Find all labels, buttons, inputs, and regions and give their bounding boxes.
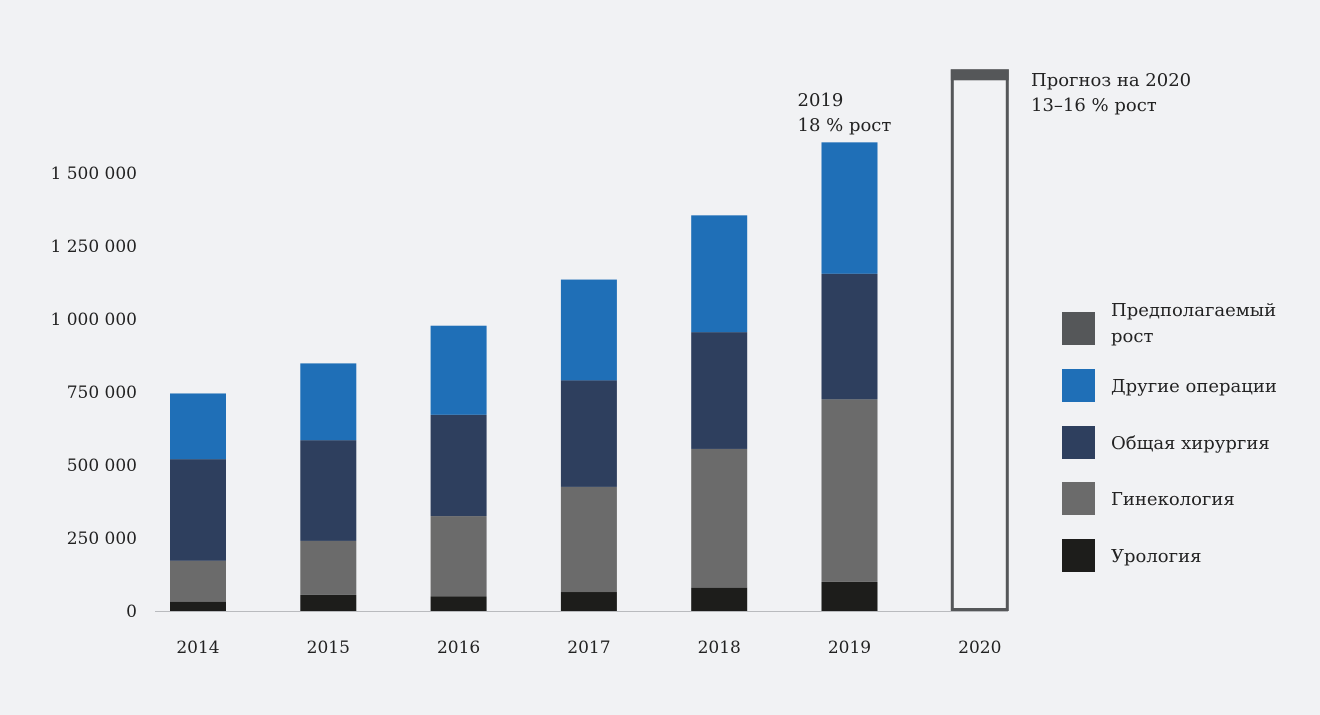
x-tick-label: 2015 bbox=[307, 638, 350, 658]
legend-label: Урология bbox=[1111, 546, 1201, 567]
x-tick-label: 2016 bbox=[437, 638, 480, 658]
legend-swatch bbox=[1062, 426, 1095, 459]
bar-segment bbox=[170, 560, 226, 602]
forecast-growth-label: 13–16 % рост bbox=[1031, 95, 1157, 116]
bar-segment bbox=[430, 414, 487, 517]
bar-segment bbox=[430, 596, 487, 611]
legend-label: рост bbox=[1111, 326, 1153, 347]
y-tick-label: 250 000 bbox=[67, 529, 137, 549]
bar-segment bbox=[560, 486, 617, 593]
bar-segment bbox=[170, 393, 226, 460]
bar-segment bbox=[560, 279, 617, 381]
y-tick-label: 1 000 000 bbox=[50, 310, 137, 330]
y-tick-label: 500 000 bbox=[67, 456, 137, 476]
y-tick-label: 1 250 000 bbox=[50, 237, 137, 257]
legend: Предполагаемый рост Другие операции Общая х… bbox=[1062, 300, 1277, 572]
annotation-2019-year: 2019 bbox=[798, 90, 844, 111]
legend-label: Предполагаемый bbox=[1111, 300, 1276, 321]
legend-label: Гинекология bbox=[1111, 489, 1235, 510]
legend-swatch bbox=[1062, 312, 1095, 345]
annotation-2019-growth: 18 % рост bbox=[798, 115, 892, 136]
y-tick-label: 1 500 000 bbox=[50, 164, 137, 184]
forecast-label: Прогноз на 2020 bbox=[1031, 70, 1191, 91]
legend-swatch bbox=[1062, 482, 1095, 515]
legend-item: Другие операции bbox=[1062, 369, 1277, 402]
bar-segment bbox=[691, 587, 748, 611]
legend-item: Урология bbox=[1062, 539, 1201, 572]
bar-segment bbox=[560, 380, 617, 487]
bar-segment bbox=[691, 332, 748, 449]
x-tick-label: 2019 bbox=[828, 638, 871, 658]
x-tick-label: 2020 bbox=[958, 638, 1001, 658]
legend-item: Общая хирургия bbox=[1062, 426, 1270, 459]
legend-label: Другие операции bbox=[1111, 376, 1277, 397]
bar-segment bbox=[300, 540, 357, 595]
bar-segment bbox=[821, 581, 878, 611]
x-axis: 2014 2015 2016 2017 2018 2019 2020 bbox=[155, 611, 1008, 658]
forecast-bar-outline bbox=[950, 69, 1009, 612]
bar-segment bbox=[170, 601, 226, 611]
bar-segment bbox=[821, 142, 878, 274]
legend-swatch bbox=[1062, 539, 1095, 572]
bar-segment bbox=[430, 325, 487, 415]
bar-segment bbox=[430, 516, 487, 597]
bar-segment bbox=[170, 459, 226, 561]
bar-segment bbox=[560, 592, 617, 611]
x-tick-label: 2014 bbox=[176, 638, 219, 658]
bar-segment bbox=[300, 594, 357, 611]
x-tick-label: 2017 bbox=[567, 638, 610, 658]
legend-swatch bbox=[1062, 369, 1095, 402]
bar-segment bbox=[300, 440, 357, 541]
bar-segment bbox=[821, 399, 878, 582]
bar-segment bbox=[691, 215, 748, 333]
y-tick-label: 0 bbox=[126, 602, 137, 622]
y-tick-label: 750 000 bbox=[67, 383, 137, 403]
legend-item: Предполагаемый рост bbox=[1062, 300, 1276, 347]
y-axis: 0 250 000 500 000 750 000 1 000 000 1 250 000… bbox=[50, 164, 137, 622]
x-tick-label: 2018 bbox=[698, 638, 741, 658]
annotations: 2019 18 % рост Прогноз на 2020 13–16 % рост bbox=[798, 70, 1192, 136]
legend-item: Гинекология bbox=[1062, 482, 1235, 515]
bar-segment bbox=[821, 273, 878, 400]
bars bbox=[170, 69, 1009, 612]
bar-segment bbox=[691, 448, 748, 588]
bar-segment bbox=[300, 363, 357, 441]
legend-label: Общая хирургия bbox=[1111, 433, 1270, 454]
forecast-bar-cap bbox=[950, 69, 1009, 81]
